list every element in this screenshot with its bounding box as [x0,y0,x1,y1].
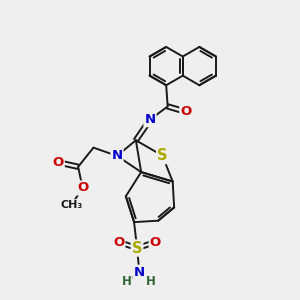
Text: O: O [77,182,88,194]
Text: S: S [157,148,168,163]
Text: O: O [150,236,161,249]
Text: S: S [132,241,142,256]
Text: O: O [180,105,191,118]
Text: H: H [122,275,132,288]
Text: N: N [112,149,123,162]
Text: CH₃: CH₃ [60,200,82,210]
Text: O: O [113,236,124,249]
Text: N: N [144,113,156,126]
Text: H: H [146,275,155,288]
Text: N: N [134,266,145,279]
Text: O: O [52,156,64,169]
